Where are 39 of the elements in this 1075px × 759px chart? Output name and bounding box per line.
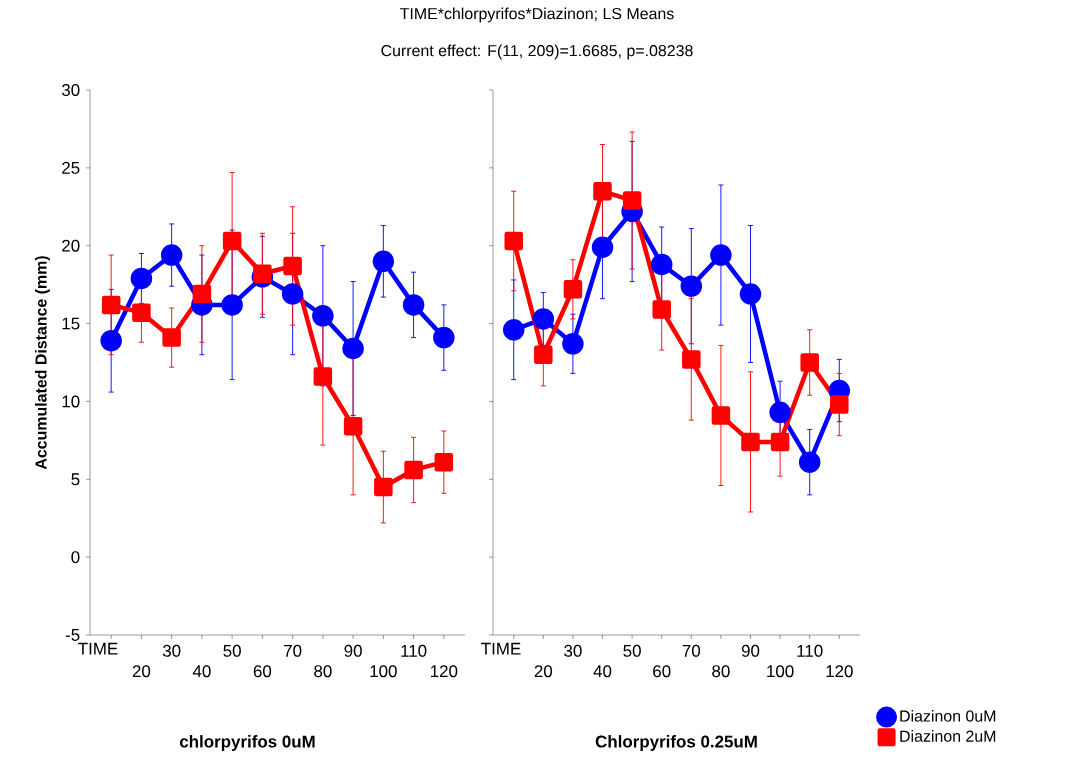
text: Chlorpyrifos 0.25uM	[595, 735, 757, 751]
x-tick-label: 90	[344, 644, 362, 657]
y-tick-label: -5	[65, 629, 80, 641]
y-tick-label: 15	[62, 317, 80, 330]
legend-label: Diazinon 2uM	[900, 730, 996, 742]
x-tick-label: 120	[431, 665, 458, 678]
y-tick-label: 10	[62, 395, 80, 408]
x-tick-label: 20	[534, 665, 553, 678]
text: TIME*chlorpyrifos*Diazinon; LS Means	[400, 7, 674, 23]
text: chlorpyrifos 0uM	[179, 735, 315, 751]
y-tick-label: 5	[71, 473, 80, 486]
x-tick-label: 120	[826, 665, 853, 678]
y-tick-label: 20	[62, 239, 80, 252]
x-tick-label: 20	[132, 665, 151, 678]
y-axis-title: Accumulated Distance (mm)	[34, 256, 50, 470]
y-tick-label: 25	[62, 161, 80, 174]
x-tick-label: 60	[253, 665, 272, 678]
y-tick-label: 0	[71, 551, 80, 564]
x-tick-label: 30	[564, 644, 582, 657]
x-tick-label: 50	[623, 644, 641, 657]
text: Current effect: F(11, 209)=1.6685, p=.08238	[381, 44, 693, 60]
x-tick-label: 100	[370, 665, 397, 678]
x-tick-label: 40	[192, 665, 211, 678]
x-tick-label: 50	[223, 644, 241, 657]
x-tick-label: 70	[284, 644, 302, 657]
x-tick-label: 80	[712, 665, 730, 678]
x-tick-label: 110	[401, 644, 427, 657]
x-tick-label: 100	[767, 665, 794, 678]
x-tick-label: 60	[653, 665, 671, 678]
x-tick-label: 110	[797, 644, 823, 657]
x-tick-label: 30	[162, 644, 181, 657]
x-tick-label: 70	[682, 644, 701, 657]
x-tick-label: 90	[741, 644, 760, 657]
x-tick-label: 80	[314, 665, 332, 678]
legend-label: Diazinon 0uM	[900, 710, 996, 722]
y-tick-label: 30	[61, 84, 80, 96]
x-tick-label: 40	[593, 665, 612, 678]
x-axis-title: TIME	[481, 642, 521, 655]
x-axis-title: TIME	[78, 642, 118, 655]
